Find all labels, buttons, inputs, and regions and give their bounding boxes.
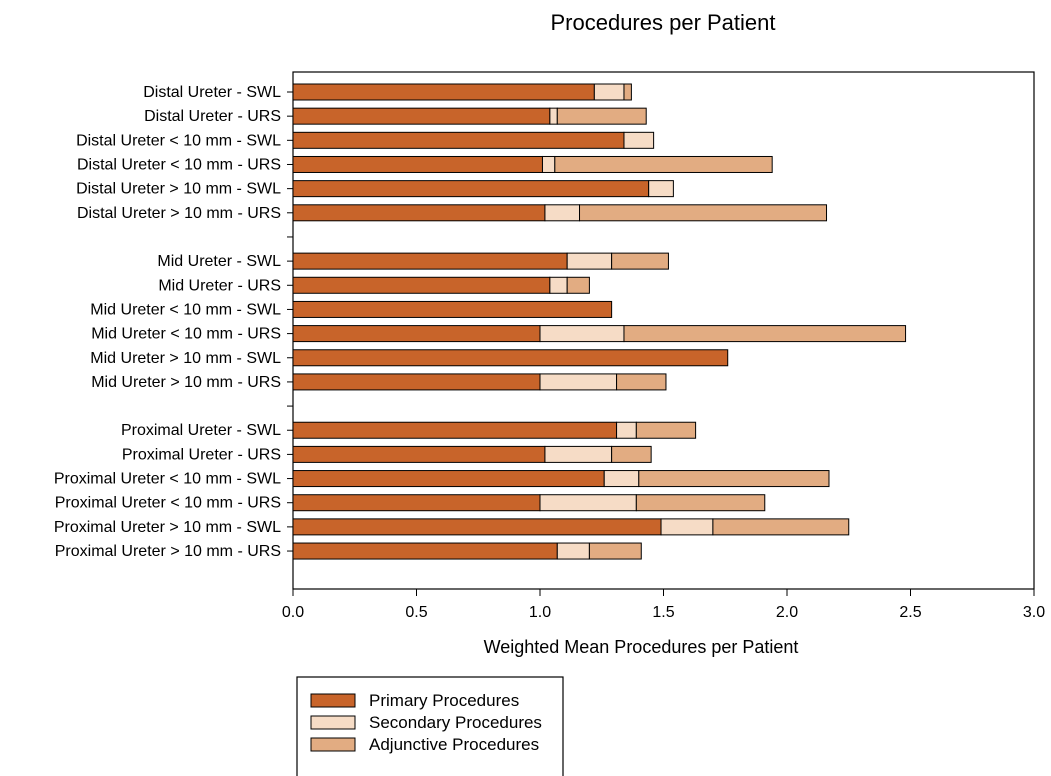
x-tick-label: 2.5: [899, 604, 921, 621]
bar-primary-procedures-7: [292, 252, 568, 270]
category-label: Mid Ureter - SWL: [157, 253, 281, 270]
category-label: Mid Ureter < 10 mm - URS: [91, 326, 281, 343]
x-tick-label: 0.0: [282, 604, 304, 621]
legend-swatch-secondary-procedures: [310, 715, 356, 730]
bar-secondary-procedures-17: [539, 494, 637, 512]
x-axis-label: Weighted Mean Procedures per Patient: [484, 637, 799, 657]
bar-primary-procedures-0: [292, 83, 595, 101]
bar-secondary-procedures-7: [566, 252, 613, 270]
legend-label-adjunctive-procedures: Adjunctive Procedures: [369, 735, 539, 754]
category-label: Proximal Ureter > 10 mm - SWL: [54, 519, 281, 536]
legend: Primary Procedures Secondary Procedures Ad…: [296, 676, 564, 776]
x-tick-label: 2.0: [776, 604, 798, 621]
bar-secondary-procedures-3: [541, 155, 556, 173]
bars-layer: [292, 83, 907, 560]
bar-adjunctive-procedures-12: [616, 373, 667, 391]
bar-primary-procedures-2: [292, 131, 625, 149]
x-tick-label: 1.5: [652, 604, 674, 621]
bar-secondary-procedures-8: [549, 276, 568, 294]
bar-secondary-procedures-19: [556, 542, 590, 560]
category-label: Proximal Ureter < 10 mm - SWL: [54, 471, 281, 488]
bar-secondary-procedures-15: [544, 445, 613, 463]
bar-secondary-procedures-14: [616, 421, 637, 439]
bar-adjunctive-procedures-0: [623, 83, 632, 101]
bar-secondary-procedures-16: [603, 470, 640, 488]
bar-adjunctive-procedures-15: [611, 445, 652, 463]
x-tick-label: 1.0: [529, 604, 551, 621]
bar-primary-procedures-4: [292, 180, 650, 198]
bar-secondary-procedures-0: [593, 83, 625, 101]
bar-adjunctive-procedures-18: [712, 518, 850, 536]
bar-primary-procedures-11: [292, 349, 729, 367]
bar-primary-procedures-19: [292, 542, 558, 560]
bar-adjunctive-procedures-3: [554, 155, 773, 173]
bar-primary-procedures-16: [292, 470, 605, 488]
bar-secondary-procedures-4: [648, 180, 674, 198]
bar-adjunctive-procedures-14: [635, 421, 697, 439]
category-label: Mid Ureter - URS: [158, 277, 281, 294]
bar-adjunctive-procedures-19: [588, 542, 642, 560]
bar-primary-procedures-14: [292, 421, 618, 439]
bar-adjunctive-procedures-16: [638, 470, 830, 488]
category-label: Proximal Ureter - URS: [122, 446, 281, 463]
bar-primary-procedures-15: [292, 445, 546, 463]
bar-secondary-procedures-5: [544, 204, 581, 222]
chart-title: Procedures per Patient: [550, 10, 775, 35]
bar-primary-procedures-17: [292, 494, 541, 512]
category-label: Mid Ureter > 10 mm - SWL: [90, 350, 281, 367]
bar-primary-procedures-9: [292, 300, 613, 318]
x-tick-label: 3.0: [1023, 604, 1045, 621]
category-label: Distal Ureter - URS: [144, 108, 281, 125]
bar-primary-procedures-3: [292, 155, 543, 173]
legend-swatch-primary-procedures: [310, 693, 356, 708]
bar-primary-procedures-12: [292, 373, 541, 391]
category-label: Proximal Ureter > 10 mm - URS: [55, 543, 281, 560]
legend-swatch-adjunctive-procedures: [310, 737, 356, 752]
category-label: Distal Ureter - SWL: [143, 84, 281, 101]
bar-primary-procedures-1: [292, 107, 551, 125]
bar-adjunctive-procedures-10: [623, 325, 907, 343]
category-label: Proximal Ureter < 10 mm - URS: [55, 495, 281, 512]
category-label: Distal Ureter > 10 mm - URS: [77, 205, 281, 222]
category-label: Mid Ureter > 10 mm - URS: [91, 374, 281, 391]
bar-primary-procedures-5: [292, 204, 546, 222]
legend-label-primary-procedures: Primary Procedures: [369, 691, 519, 710]
bar-primary-procedures-10: [292, 325, 541, 343]
bar-adjunctive-procedures-1: [556, 107, 647, 125]
x-tick-label: 0.5: [405, 604, 427, 621]
bar-secondary-procedures-12: [539, 373, 618, 391]
bar-adjunctive-procedures-5: [579, 204, 828, 222]
category-labels: Distal Ureter - SWL Distal Ureter - URS Di…: [54, 84, 293, 560]
bar-primary-procedures-18: [292, 518, 662, 536]
category-label: Proximal Ureter - SWL: [121, 422, 281, 439]
bar-secondary-procedures-1: [549, 107, 558, 125]
bar-secondary-procedures-10: [539, 325, 625, 343]
legend-label-secondary-procedures: Secondary Procedures: [369, 713, 542, 732]
bar-secondary-procedures-18: [660, 518, 714, 536]
category-label: Distal Ureter < 10 mm - URS: [77, 156, 281, 173]
category-label: Distal Ureter < 10 mm - SWL: [76, 132, 281, 149]
bar-adjunctive-procedures-17: [635, 494, 766, 512]
bar-secondary-procedures-2: [623, 131, 655, 149]
bar-adjunctive-procedures-7: [611, 252, 669, 270]
category-label: Distal Ureter > 10 mm - SWL: [76, 181, 281, 198]
category-label: Mid Ureter < 10 mm - SWL: [90, 301, 281, 318]
x-axis: 0.0 0.5 1.0 1.5 2.0 2.5 3.0: [282, 589, 1045, 621]
bar-primary-procedures-8: [292, 276, 551, 294]
bar-adjunctive-procedures-8: [566, 276, 590, 294]
